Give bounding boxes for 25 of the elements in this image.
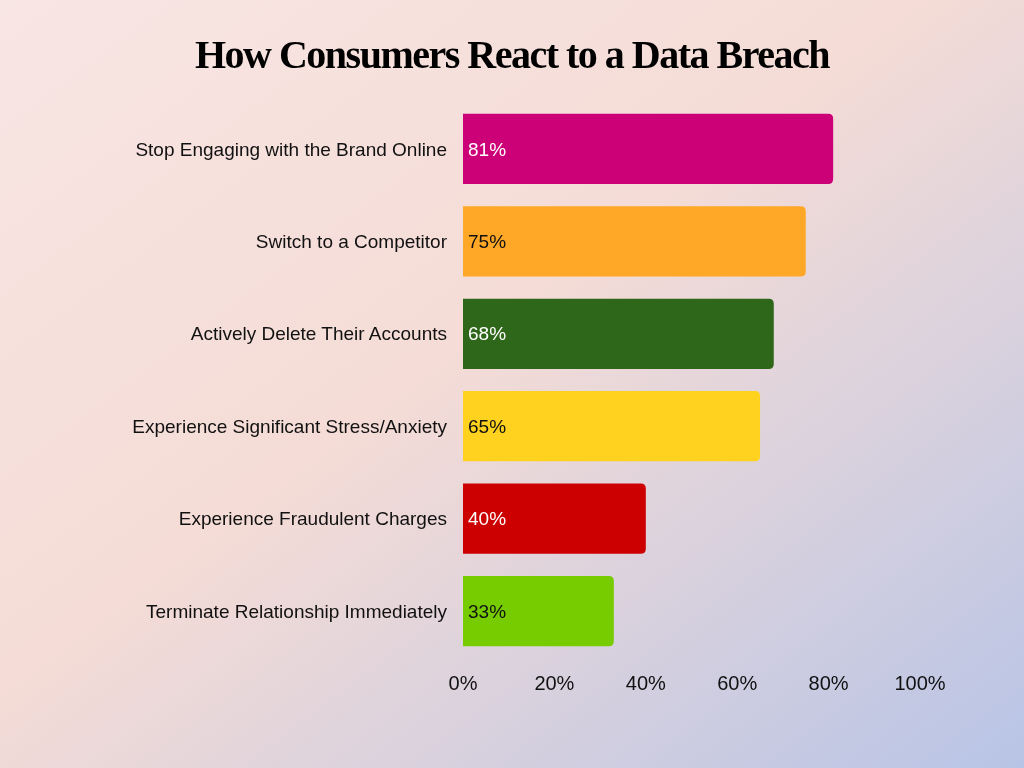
x-tick-label: 40%	[625, 672, 667, 694]
data-label: 75%	[468, 231, 507, 253]
x-tick-label: 100%	[894, 672, 946, 694]
data-label: 81%	[468, 138, 507, 160]
y-tick-label: Switch to a Competitor	[255, 231, 448, 253]
y-tick-label: Experience Significant Stress/Anxiety	[132, 415, 448, 437]
bar	[463, 206, 806, 277]
bar	[463, 391, 761, 462]
y-tick-label: Actively Delete Their Accounts	[190, 323, 447, 345]
x-tick-label: 80%	[808, 672, 849, 694]
bar	[463, 575, 614, 647]
chart-title: How Consumers React to a Data Breach	[194, 32, 831, 77]
data-label: 40%	[468, 508, 507, 530]
data-label: 68%	[468, 323, 507, 345]
bar	[463, 113, 834, 185]
y-tick-label: Terminate Relationship Immediately	[146, 600, 448, 622]
data-label: 33%	[468, 600, 507, 622]
x-tick-label: 20%	[534, 672, 575, 694]
y-tick-label: Experience Fraudulent Charges	[178, 508, 447, 530]
data-label: 65%	[468, 415, 507, 437]
x-tick-label: 60%	[717, 672, 758, 694]
y-tick-label: Stop Engaging with the Brand Online	[135, 138, 447, 160]
bar	[463, 483, 646, 554]
bar	[463, 298, 774, 369]
x-tick-label: 0%	[448, 672, 478, 694]
